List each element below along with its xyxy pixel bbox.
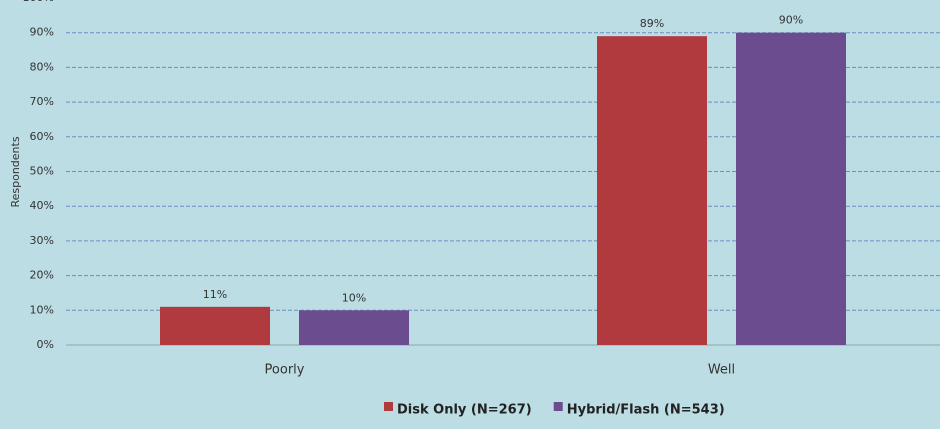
y-tick-label: 30% — [30, 234, 54, 247]
bar — [597, 36, 707, 346]
legend-swatch — [553, 402, 563, 411]
y-tick-label: 40% — [30, 199, 54, 212]
value-label: 90% — [779, 14, 803, 27]
legend-label: Hybrid/Flash (N=543) — [567, 403, 725, 418]
y-tick-label: 90% — [30, 26, 54, 39]
y-tick-label: 50% — [30, 165, 54, 178]
bar — [160, 306, 270, 345]
y-tick-label: 20% — [30, 269, 54, 282]
y-tick-label: 70% — [30, 95, 54, 108]
value-label: 89% — [640, 17, 664, 30]
bar — [299, 310, 409, 345]
x-tick-label: Well — [708, 363, 735, 378]
bar — [736, 32, 846, 345]
y-tick-label: 10% — [30, 303, 54, 316]
y-tick-label: 0% — [37, 338, 54, 351]
y-tick-label: 80% — [30, 60, 54, 73]
value-label: 10% — [342, 291, 366, 304]
legend-swatch — [384, 402, 393, 411]
x-tick-label: Poorly — [265, 363, 305, 378]
value-label: 11% — [203, 288, 227, 301]
y-tick-label: 60% — [30, 130, 54, 143]
legend-label: Disk Only (N=267) — [397, 403, 532, 418]
y-axis-label: Respondents — [9, 136, 22, 207]
y-tick-label: 100% — [23, 0, 54, 4]
